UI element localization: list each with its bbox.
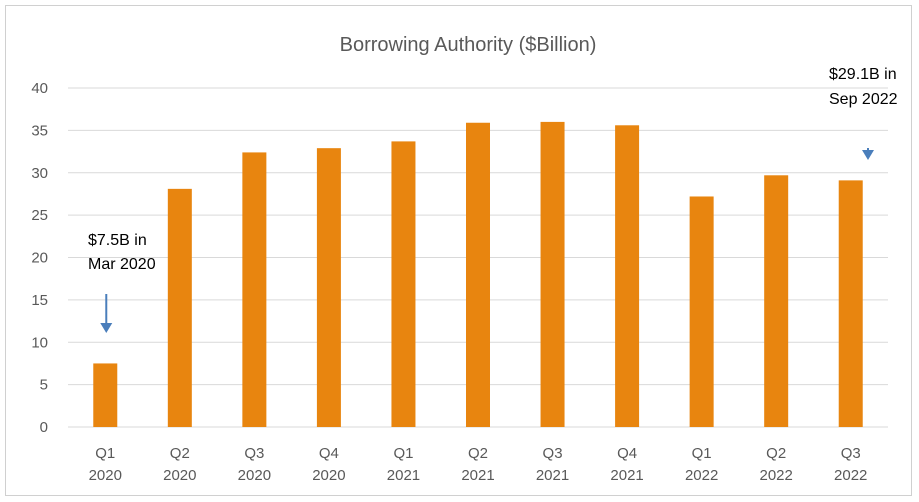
- y-tick-label: 40: [31, 80, 48, 97]
- chart-frame: [5, 5, 912, 496]
- x-tick-label-line: 2022: [685, 467, 718, 484]
- x-tick-label-line: 2021: [387, 467, 420, 484]
- x-tick-label: Q4 2021: [610, 445, 643, 484]
- annotation-label: Mar 2020: [88, 256, 156, 273]
- x-tick-label: Q4 2020: [312, 445, 345, 484]
- bar: [93, 363, 118, 427]
- bar: [242, 152, 267, 427]
- arrow-head: [100, 323, 113, 333]
- x-tick-label-line: 2020: [163, 467, 196, 484]
- x-tick-label-line: Q4: [617, 445, 637, 462]
- annotations: $7.5B in Mar 2020 $29.1B in Sep 2022: [88, 66, 898, 333]
- x-tick-label-line: Q1: [393, 445, 413, 462]
- annotation-label: Sep 2022: [829, 91, 898, 108]
- x-tick-label-line: Q3: [841, 445, 861, 462]
- x-tick-label-line: 2021: [536, 467, 569, 484]
- x-tick-label-line: Q2: [766, 445, 786, 462]
- x-tick-label-line: Q3: [244, 445, 264, 462]
- annotation-label: $7.5B in: [88, 232, 147, 249]
- bar: [316, 148, 341, 428]
- x-tick-label-line: Q1: [692, 445, 712, 462]
- x-tick-label-line: Q1: [95, 445, 115, 462]
- x-tick-label: Q1 2021: [387, 445, 420, 484]
- x-tick-label-line: 2021: [461, 467, 494, 484]
- x-tick-label-line: 2022: [834, 467, 867, 484]
- y-tick-label: 35: [31, 122, 48, 139]
- y-tick-label: 5: [40, 377, 48, 394]
- bar: [689, 196, 714, 427]
- y-tick-label: 20: [31, 250, 48, 267]
- arrow-head: [862, 150, 874, 160]
- y-tick-label: 0: [40, 419, 48, 436]
- y-tick-label: 30: [31, 165, 48, 182]
- y-tick-label: 10: [31, 334, 48, 351]
- y-axis-ticks: 0 5 10 15 20 25 30 35 40: [31, 80, 48, 436]
- x-tick-label: Q2 2020: [163, 445, 196, 484]
- x-tick-label: Q1 2020: [89, 445, 122, 484]
- x-tick-label-line: 2020: [312, 467, 345, 484]
- x-tick-label-line: 2022: [759, 467, 792, 484]
- x-tick-label-line: Q2: [170, 445, 190, 462]
- bar: [391, 141, 416, 427]
- x-tick-label: Q3 2021: [536, 445, 569, 484]
- x-tick-label: Q2 2021: [461, 445, 494, 484]
- bar: [764, 175, 789, 427]
- bar: [466, 122, 490, 427]
- x-tick-label-line: Q4: [319, 445, 339, 462]
- x-tick-label-line: 2020: [238, 467, 271, 484]
- bars: [93, 121, 863, 428]
- bar: [838, 180, 863, 427]
- annotation-label: $29.1B in: [829, 66, 897, 83]
- annotation-arrow: [862, 148, 874, 160]
- x-tick-label-line: Q2: [468, 445, 488, 462]
- bar: [615, 125, 640, 427]
- bar: [167, 188, 192, 427]
- x-tick-label-line: 2020: [89, 467, 122, 484]
- chart-title: Borrowing Authority ($Billion): [340, 34, 597, 56]
- annotation-arrow: [100, 294, 113, 333]
- x-tick-label: Q3 2022: [834, 445, 867, 484]
- x-tick-label: Q3 2020: [238, 445, 271, 484]
- x-tick-label-line: Q3: [543, 445, 563, 462]
- x-axis-ticks: Q1 2020 Q2 2020 Q3 2020 Q4 2020 Q1 2021 Q2 2021 Q3 20…: [89, 445, 868, 484]
- x-tick-label: Q1 2022: [685, 445, 718, 484]
- bar: [540, 121, 565, 428]
- x-tick-label-line: 2021: [610, 467, 643, 484]
- y-tick-label: 15: [31, 292, 48, 309]
- y-tick-label: 25: [31, 207, 48, 224]
- x-tick-label: Q2 2022: [759, 445, 792, 484]
